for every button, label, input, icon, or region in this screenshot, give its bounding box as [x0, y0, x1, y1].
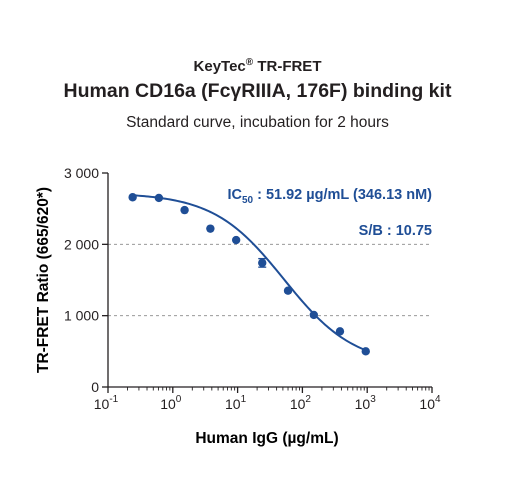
y-tick-label: 3 000: [64, 165, 99, 181]
brand-name: KeyTec: [193, 58, 246, 75]
data-point: [309, 310, 319, 320]
data-points: [128, 193, 370, 356]
data-point: [154, 193, 164, 203]
brand-title: KeyTec® TR-FRET: [0, 57, 515, 75]
x-tick-label: 104: [419, 394, 441, 412]
x-axis-label: Human IgG (µg/mL): [195, 430, 338, 447]
brand-suffix: TR-FRET: [253, 58, 322, 75]
ic50-value: : 51.92 µg/mL (346.13 nM): [253, 187, 432, 203]
axes: 0 1 000 2 000 3 000 10-1 100 101 102 103 104: [64, 165, 441, 412]
ic50-prefix: IC: [227, 187, 242, 203]
chart-subtitle: Standard curve, incubation for 2 hours: [126, 114, 389, 131]
sb-annotation: S/B : 10.75: [359, 223, 432, 239]
registered-mark: ®: [245, 57, 254, 68]
data-point: [128, 193, 137, 202]
data-point: [335, 327, 345, 336]
x-tick-label: 101: [225, 394, 247, 412]
data-point: [361, 347, 370, 356]
ic50-annotation: IC50 : 51.92 µg/mL (346.13 nM): [227, 187, 432, 206]
data-point: [180, 205, 189, 215]
data-point: [206, 224, 215, 233]
x-tick-label: 100: [160, 394, 182, 412]
x-tick-label: 10-1: [94, 394, 119, 412]
data-point: [283, 286, 293, 295]
data-point: [231, 235, 241, 245]
x-tick-label: 102: [290, 394, 312, 412]
y-tick-label: 2 000: [64, 236, 99, 252]
y-axis-label: TR-FRET Ratio (665/620*): [35, 187, 52, 373]
data-point: [258, 258, 267, 268]
y-tick-label: 0: [91, 379, 99, 395]
x-tick-label: 103: [355, 394, 377, 412]
y-tick-label: 1 000: [64, 308, 99, 324]
kit-title: Human CD16a (FcγRIIIA, 176F) binding kit: [63, 80, 452, 102]
ic50-subscript: 50: [242, 195, 254, 206]
fit-curve-group: [132, 194, 367, 352]
grid-lines: [108, 243, 432, 317]
fit-curve: [132, 194, 367, 352]
